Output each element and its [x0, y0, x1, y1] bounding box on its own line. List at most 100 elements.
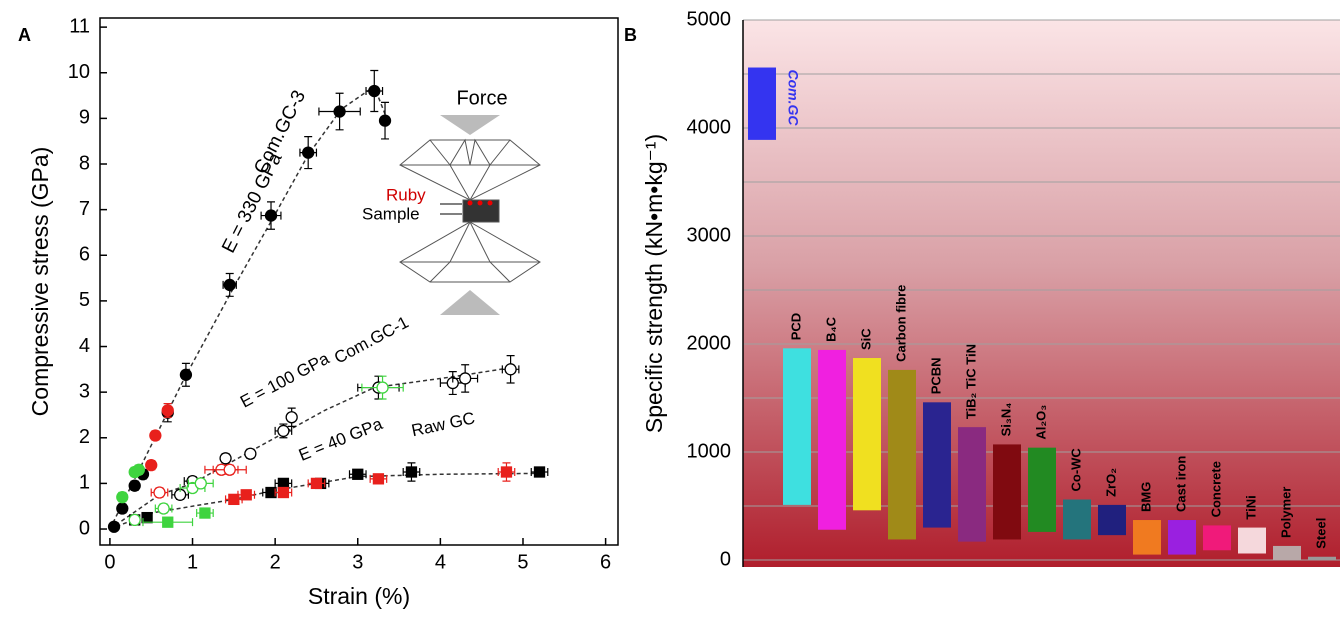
- y-tick-label: 8: [79, 152, 90, 174]
- point: [224, 464, 235, 475]
- bar: [1063, 500, 1091, 540]
- point: [535, 467, 545, 477]
- bar: [923, 402, 951, 527]
- point: [266, 488, 276, 498]
- bar-label: SiC: [858, 328, 873, 350]
- point: [229, 494, 239, 504]
- point: [195, 478, 206, 489]
- y-tick-label: 4: [79, 335, 90, 357]
- annotation: E = 40 GPa: [296, 414, 386, 465]
- point: [117, 503, 128, 514]
- point: [241, 490, 251, 500]
- point: [505, 364, 516, 375]
- y-tick-label: 9: [79, 107, 90, 129]
- bar: [1028, 448, 1056, 532]
- point: [278, 488, 288, 498]
- x-axis-label: Strain (%): [308, 583, 410, 609]
- y-tick-label: 6: [79, 244, 90, 266]
- bar: [1308, 557, 1336, 560]
- point: [163, 517, 173, 527]
- point: [154, 487, 165, 498]
- bar-label: Com.GC: [785, 70, 801, 127]
- y-tick-label: 10: [68, 61, 90, 83]
- y-tick-label: 5: [79, 289, 90, 311]
- y-tick-label: 7: [79, 198, 90, 220]
- point: [220, 453, 231, 464]
- point: [180, 369, 191, 380]
- bar-label: PCD: [788, 313, 803, 340]
- point: [142, 513, 152, 523]
- point: [303, 147, 314, 158]
- point: [133, 464, 144, 475]
- y-tick-label: 5000: [687, 8, 732, 30]
- bar-label: BMG: [1138, 482, 1153, 512]
- point: [200, 508, 210, 518]
- x-tick-label: 3: [352, 551, 363, 573]
- point: [373, 474, 383, 484]
- plot-frame: [100, 18, 618, 545]
- x-tick-label: 2: [270, 551, 281, 573]
- y-axis-label: Specific strength (kN•m•kg⁻¹): [641, 134, 667, 433]
- point: [460, 373, 471, 384]
- point: [146, 460, 157, 471]
- bar-label: Si₃N₄: [998, 403, 1013, 437]
- bar-label: B₄C: [823, 316, 838, 342]
- x-tick-label: 1: [187, 551, 198, 573]
- bar: [1168, 520, 1196, 555]
- panel-label: B: [624, 25, 637, 45]
- point: [377, 382, 388, 393]
- point: [501, 467, 511, 477]
- x-tick-label: 0: [104, 551, 115, 573]
- y-tick-label: 2000: [687, 332, 732, 354]
- bar-label: Steel: [1313, 518, 1328, 549]
- bar-label: Polymer: [1278, 487, 1293, 538]
- point: [129, 514, 140, 525]
- annotation: Com.GC-1: [331, 313, 412, 368]
- point: [286, 412, 297, 423]
- point: [109, 521, 120, 532]
- annotation: Sample: [362, 204, 420, 223]
- bar-label: TiNi: [1243, 495, 1258, 519]
- point: [353, 469, 363, 479]
- point: [245, 448, 256, 459]
- bar: [888, 370, 916, 540]
- annotation: Raw GC: [410, 408, 477, 440]
- y-tick-label: 1000: [687, 440, 732, 462]
- y-tick-label: 2: [79, 426, 90, 448]
- point: [406, 467, 416, 477]
- bar: [853, 358, 881, 510]
- bar: [993, 444, 1021, 539]
- anvil-diagram: [400, 115, 540, 315]
- point: [158, 503, 169, 514]
- y-axis-label: Compressive stress (GPa): [27, 147, 53, 417]
- point: [162, 405, 173, 416]
- y-tick-label: 3000: [687, 224, 732, 246]
- bar: [783, 348, 811, 505]
- bar: [958, 427, 986, 541]
- point: [117, 492, 128, 503]
- point: [150, 430, 161, 441]
- annotation: Ruby: [386, 185, 426, 204]
- bar: [1273, 546, 1301, 560]
- point: [278, 425, 289, 436]
- point: [334, 106, 345, 117]
- bar-label: Al₂O₃: [1033, 405, 1048, 440]
- bar-label: Concrete: [1208, 461, 1223, 517]
- bar: [818, 350, 846, 530]
- y-tick-label: 11: [69, 15, 90, 37]
- y-tick-label: 1: [79, 472, 90, 494]
- bar: [1238, 528, 1266, 554]
- figure: A B 012345601234567891011Strain (%)Compr…: [0, 0, 1344, 617]
- y-tick-label: 3: [79, 380, 90, 402]
- bar-label: PCBN: [928, 357, 943, 394]
- bar-label: ZrO₂: [1103, 468, 1118, 497]
- point: [266, 210, 277, 221]
- bar: [1203, 525, 1231, 550]
- y-tick-label: 0: [79, 517, 90, 539]
- bar: [748, 68, 776, 140]
- y-tick-label: 4000: [687, 116, 732, 138]
- bar-label: Cast iron: [1173, 456, 1188, 512]
- point: [129, 480, 140, 491]
- point: [311, 478, 321, 488]
- annotation: E = 100 GPa: [237, 349, 333, 412]
